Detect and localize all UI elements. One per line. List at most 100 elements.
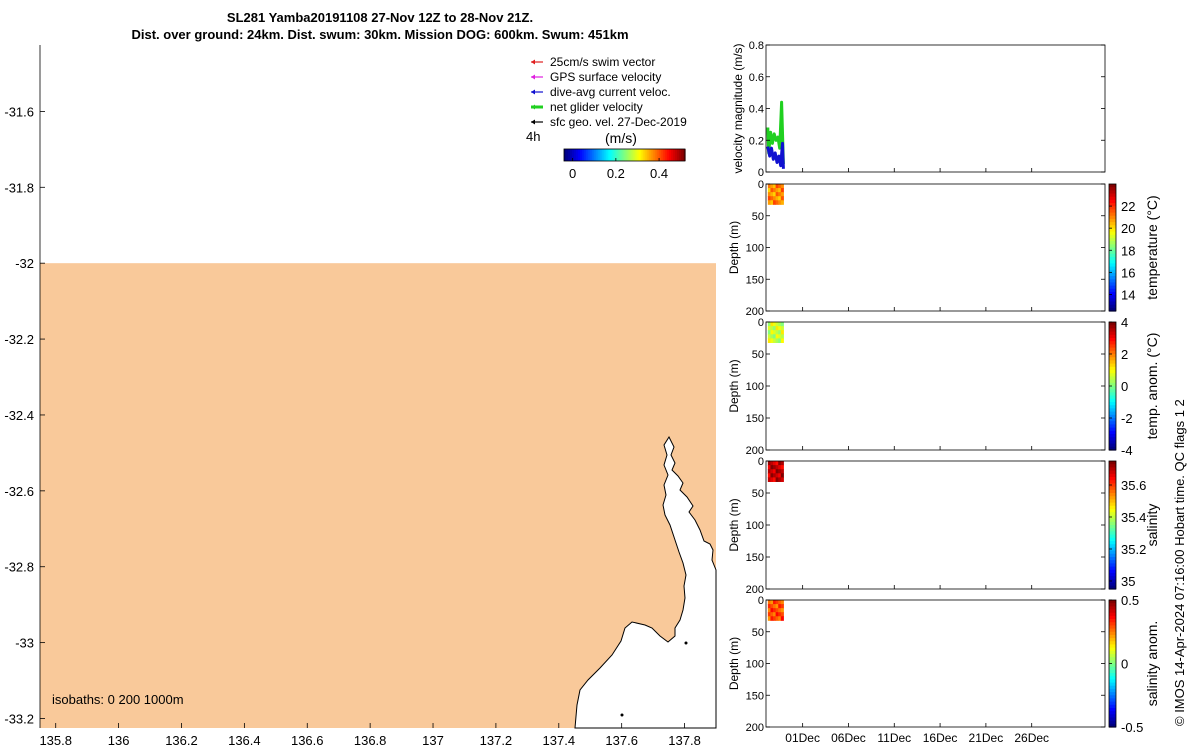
- speed-colorbar-segment: [582, 149, 585, 161]
- variable-colorbar-tick-label: 16: [1121, 265, 1135, 280]
- profile-cell: [780, 616, 784, 621]
- variable-colorbar-segment: [1109, 688, 1116, 693]
- profile-cell: [778, 600, 782, 605]
- variable-colorbar-segment: [1109, 241, 1116, 245]
- variable-colorbar-segment: [1109, 534, 1116, 539]
- variable-colorbar-tick-label: 35: [1121, 574, 1135, 589]
- variable-colorbar-segment: [1109, 225, 1116, 230]
- variable-colorbar-segment: [1109, 477, 1116, 481]
- variable-colorbar-segment: [1109, 338, 1116, 342]
- variable-colorbar-segment: [1109, 418, 1116, 422]
- legend-label: sfc geo. vel. 27-Dec-2019: [550, 115, 687, 129]
- map-y-tick-label: -33: [15, 636, 34, 651]
- variable-colorbar-segment: [1109, 521, 1116, 526]
- map-x-ticks: 135.8 136 136.2 136.4 136.6 136.8 137 137.2 137.…: [39, 723, 701, 748]
- variable-colorbar-segment: [1109, 402, 1116, 406]
- legend-label: net glider velocity: [550, 100, 643, 114]
- variable-colorbar-segment: [1109, 489, 1116, 494]
- variable-colorbar-segment: [1109, 341, 1116, 345]
- variable-colorbar-segment: [1109, 370, 1116, 374]
- variable-colorbar-segment: [1109, 467, 1116, 472]
- variable-colorbar-segment: [1109, 291, 1116, 296]
- panel-frame: [765, 183, 1106, 312]
- variable-colorbar-segment: [1109, 376, 1116, 381]
- profile-cell: [770, 604, 774, 609]
- variable-colorbar-segment: [1109, 331, 1116, 336]
- profile-cell: [770, 330, 774, 335]
- profile-cell: [780, 461, 784, 466]
- speed-colorbar-segment: [672, 149, 676, 161]
- panel-y-tick-label: 100: [746, 520, 764, 532]
- land-fill: [40, 263, 716, 728]
- panel-y-tick-label: 200: [746, 584, 764, 596]
- panel-y-tick-label: 50: [752, 211, 764, 223]
- speed-colorbar-segment: [618, 149, 622, 161]
- profile-cell: [767, 616, 771, 621]
- variable-colorbar-segment: [1109, 679, 1116, 684]
- variable-colorbar-segment: [1109, 215, 1116, 220]
- variable-colorbar-segment: [1109, 363, 1116, 368]
- profile-cell: [767, 461, 771, 466]
- variable-colorbar-segment: [1109, 676, 1116, 680]
- island-marker: [684, 641, 688, 645]
- map-x-tick-label: 137.8: [668, 733, 701, 748]
- variable-colorbar-segment: [1109, 373, 1116, 377]
- profile-cell: [780, 192, 784, 197]
- speed-colorbar-segment: [628, 149, 632, 161]
- variable-colorbar-tick-label: 20: [1121, 221, 1135, 236]
- variable-colorbar-segment: [1109, 669, 1116, 674]
- variable-colorbar-segment: [1109, 685, 1116, 690]
- map-y-ticks: -31.6 -31.8 -32 -32.2 -32.4 -32.6 -32.8 -33 -33.…: [4, 104, 45, 727]
- variable-colorbar-segment: [1109, 405, 1116, 409]
- variable-colorbar-tick-label: 35.4: [1121, 510, 1146, 525]
- panel-x-tick-label: 16Dec: [923, 731, 958, 745]
- panel-y-tick-label: 0.6: [749, 72, 764, 84]
- panel-y-tick-label: 0.8: [749, 40, 764, 52]
- speed-colorbar-segment: [616, 149, 620, 161]
- figure-title-line2: Dist. over ground: 24km. Dist. swum: 30k…: [131, 27, 629, 42]
- velocity-series-line: [766, 100, 785, 165]
- profile-cell: [773, 612, 777, 617]
- variable-colorbar-segment: [1109, 603, 1116, 607]
- variable-colorbar-segment: [1109, 408, 1116, 413]
- profile-cell: [767, 330, 771, 335]
- profile-cell: [773, 200, 777, 205]
- profile-cell: [778, 477, 782, 482]
- profile-cell: [770, 469, 774, 474]
- variable-colorbar-segment: [1109, 266, 1116, 271]
- panel-x-tick-label: 26Dec: [1014, 731, 1049, 745]
- variable-colorbar-segment: [1109, 260, 1116, 264]
- panel-y-tick-label: 150: [746, 690, 764, 702]
- variable-colorbar-segment: [1109, 660, 1116, 665]
- variable-colorbar-segment: [1109, 272, 1116, 277]
- variable-colorbar-segment: [1109, 279, 1116, 284]
- variable-colorbar-segment: [1109, 576, 1116, 580]
- variable-colorbar-segment: [1109, 609, 1116, 614]
- variable-colorbar-segment: [1109, 344, 1116, 349]
- variable-colorbar-segment: [1109, 295, 1116, 299]
- profile-cell: [773, 469, 777, 474]
- panel-y-tick-label: 0: [758, 456, 764, 468]
- variable-colorbar-segment: [1109, 650, 1116, 655]
- variable-colorbar-tick-label: -0.5: [1121, 720, 1143, 735]
- speed-colorbar-segment: [598, 149, 601, 161]
- profile-cell: [780, 200, 784, 205]
- variable-colorbar-segment: [1109, 569, 1116, 574]
- profile-cell: [773, 338, 777, 343]
- speed-colorbar-segment: [674, 149, 678, 161]
- speed-colorbar-segment: [574, 149, 577, 161]
- variable-colorbar-segment: [1109, 666, 1116, 671]
- variable-colorbar-segment: [1109, 723, 1116, 728]
- variable-colorbar-tick-label: 35.2: [1121, 542, 1146, 557]
- variable-colorbar-segment: [1109, 615, 1116, 620]
- variable-colorbar-segment: [1109, 641, 1116, 646]
- panel-y-tick-label: 100: [746, 381, 764, 393]
- variable-colorbar-segment: [1109, 366, 1116, 371]
- variable-colorbar-segment: [1109, 528, 1116, 532]
- variable-colorbar-segment: [1109, 199, 1116, 204]
- variable-colorbar-segment: [1109, 704, 1116, 709]
- profile-cell: [773, 616, 777, 621]
- speed-colorbar-segment: [668, 149, 672, 161]
- panel-frame: [765, 599, 1106, 728]
